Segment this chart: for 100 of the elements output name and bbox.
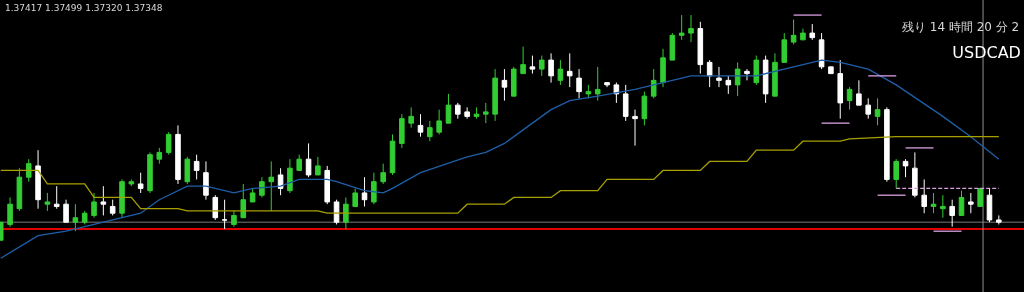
candlestick xyxy=(16,167,23,212)
candlestick xyxy=(557,59,564,86)
candlestick xyxy=(893,158,899,189)
candlestick xyxy=(119,178,125,219)
candlestick xyxy=(389,133,396,176)
candlestick xyxy=(958,190,965,216)
candlestick xyxy=(473,106,480,120)
candlestick xyxy=(520,46,526,75)
candlestick xyxy=(800,28,806,41)
candlestick xyxy=(837,59,844,120)
candlestick xyxy=(912,151,918,198)
candlestick xyxy=(930,192,937,214)
candlestick xyxy=(184,156,191,185)
candlestick xyxy=(371,172,377,205)
annotation: 残り 14 時間 20 分 2 xyxy=(902,20,1020,34)
candlestick xyxy=(753,55,760,86)
candlestick xyxy=(921,178,927,214)
candlestick xyxy=(884,106,890,183)
candlestick xyxy=(361,176,368,207)
candlestick xyxy=(203,160,209,201)
candlestick xyxy=(137,172,144,194)
candlestick xyxy=(417,113,424,138)
candlestick xyxy=(669,32,676,61)
candlestick xyxy=(996,214,1002,225)
candlestick xyxy=(678,14,685,41)
candlestick xyxy=(259,176,265,198)
candlestick xyxy=(734,61,741,97)
candlestick xyxy=(91,192,97,219)
candlestick xyxy=(193,154,200,180)
candlestick xyxy=(296,154,303,171)
candlestick xyxy=(483,102,489,124)
candlestick xyxy=(650,68,657,99)
candlestick xyxy=(706,59,713,88)
candlestick xyxy=(566,52,573,88)
candlestick xyxy=(576,68,582,99)
candlestick xyxy=(72,203,79,232)
candlestick xyxy=(697,21,704,75)
candlestick xyxy=(44,192,51,212)
candlestick xyxy=(538,55,545,77)
candlestick xyxy=(249,187,256,203)
candlestick xyxy=(408,106,414,129)
candlestick xyxy=(25,158,32,183)
candlestick xyxy=(865,97,872,120)
candlestick xyxy=(622,84,629,122)
candlestick xyxy=(968,192,974,214)
candlestick xyxy=(548,52,554,84)
candlestick xyxy=(594,66,601,102)
text: USDCAD xyxy=(952,42,1021,62)
candlestick xyxy=(688,14,694,43)
candlestick xyxy=(268,160,275,212)
candlestick xyxy=(445,93,452,124)
candlestick xyxy=(846,86,853,111)
candlestick xyxy=(7,196,13,228)
candlestick xyxy=(510,66,517,97)
candlestick xyxy=(856,79,862,106)
candlestick xyxy=(772,52,778,97)
candlestick xyxy=(175,124,181,185)
candlestick xyxy=(949,199,955,228)
candlestick xyxy=(902,158,909,178)
candlestick xyxy=(455,102,461,120)
candlestick xyxy=(380,163,386,185)
candlestick xyxy=(109,199,116,216)
candlestick xyxy=(529,55,536,75)
candlestick xyxy=(343,196,349,230)
candlestick xyxy=(585,84,592,99)
candlestick xyxy=(790,19,797,45)
candlestick xyxy=(231,210,237,228)
candlestick xyxy=(427,120,433,142)
candlestick xyxy=(725,75,732,95)
candlestick xyxy=(464,106,470,120)
candlestick xyxy=(352,187,358,207)
candlestick xyxy=(63,199,69,223)
text: 1.37417 1.37499 1.37320 1.37348 xyxy=(5,3,163,13)
candlestick xyxy=(128,178,135,187)
candlestick xyxy=(604,82,610,88)
candlestick xyxy=(501,68,508,102)
candlestick xyxy=(940,194,946,219)
candlestick xyxy=(221,199,228,230)
candlestick xyxy=(716,66,722,88)
candlestick xyxy=(986,187,993,223)
candlestick xyxy=(641,91,648,126)
candlestick xyxy=(632,109,638,147)
candlestick xyxy=(874,97,881,126)
candlestick xyxy=(436,109,442,135)
candlestick xyxy=(100,185,107,216)
candlestick xyxy=(744,68,750,81)
candlestick xyxy=(324,165,330,205)
candlestick xyxy=(305,142,312,178)
candlestick xyxy=(828,66,834,75)
candlestick xyxy=(240,183,247,219)
candlestick xyxy=(147,151,153,194)
candlestick xyxy=(315,156,321,176)
candlestick xyxy=(156,147,163,165)
candlestick xyxy=(492,68,498,122)
candlestick xyxy=(399,113,405,149)
candlestick xyxy=(809,23,816,41)
candlestick xyxy=(781,32,788,63)
candlestick xyxy=(35,149,41,210)
candlestick xyxy=(53,185,60,210)
candlestick xyxy=(81,210,88,225)
